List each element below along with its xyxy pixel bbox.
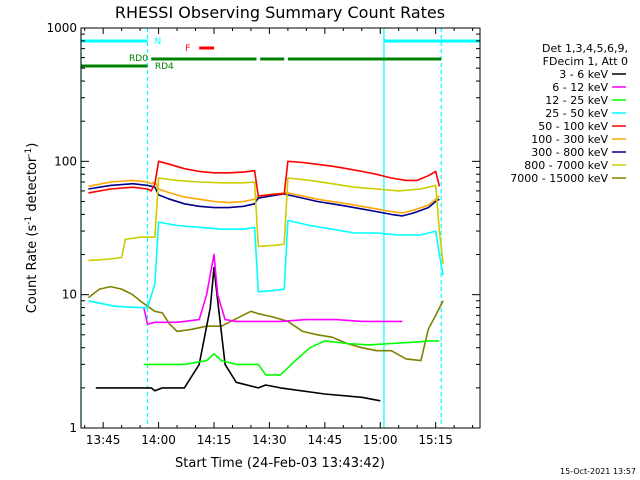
y-axis-label-main: Count Rate (s — [25, 225, 40, 314]
y-axis-label-mid: detector — [25, 156, 40, 216]
legend-label: 100 - 300 keV — [531, 133, 608, 146]
series-line — [87, 285, 444, 362]
flare-label: F — [185, 44, 190, 54]
series-line — [143, 340, 440, 376]
plot-area: N RD0 RD4 F — [80, 28, 480, 428]
y-axis-label-sup2: -1 — [24, 148, 34, 157]
x-tick-label: 14:30 — [252, 433, 287, 447]
y-tick-label: 1 — [69, 421, 77, 435]
x-tick-label: 14:15 — [197, 433, 232, 447]
series-line — [88, 219, 444, 309]
x-axis-label: Start Time (24-Feb-03 13:43:42) — [175, 456, 385, 471]
y-tick-label: 10 — [62, 288, 77, 302]
legend-label: 3 - 6 keV — [559, 68, 608, 81]
x-tick-label: 15:00 — [363, 433, 398, 447]
series-line — [88, 177, 444, 264]
y-axis-ticks: 1 10 100 1000 — [46, 21, 480, 435]
x-tick-label: 13:45 — [86, 433, 121, 447]
observing-markers: N RD0 RD4 F — [80, 28, 480, 428]
footer-timestamp: 15-Oct-2021 13:57 — [560, 467, 636, 476]
legend-label: 300 - 800 keV — [531, 146, 608, 159]
rd4-label: RD4 — [155, 62, 174, 72]
legend-title: FDecim 1, Att 0 — [543, 55, 628, 68]
x-tick-label: 14:45 — [308, 433, 343, 447]
legend-label: 12 - 25 keV — [545, 94, 608, 107]
x-tick-label: 15:15 — [418, 433, 453, 447]
legend-label: 7000 - 15000 keV — [510, 172, 608, 185]
night-label: N — [155, 37, 162, 47]
legend-label: 6 - 12 keV — [552, 81, 608, 94]
y-tick-label: 100 — [54, 154, 77, 168]
x-axis-ticks: 13:45 14:00 14:15 14:30 14:45 15:00 15:15 — [84, 28, 474, 447]
legend-title: Det 1,3,4,5,6,9, — [542, 42, 628, 55]
rd0-label: RD0 — [129, 54, 148, 64]
y-tick-label: 1000 — [46, 21, 77, 35]
plot-frame — [80, 27, 481, 429]
x-tick-label: 14:00 — [141, 433, 176, 447]
series-line — [88, 160, 441, 197]
legend-label: 25 - 50 keV — [545, 107, 608, 120]
legend-label: 800 - 7000 keV — [524, 159, 608, 172]
chart-title: RHESSI Observing Summary Count Rates — [115, 3, 445, 22]
y-axis-label-end: ) — [25, 143, 40, 148]
series-lines — [87, 160, 444, 402]
series-line — [95, 266, 381, 402]
legend: Det 1,3,4,5,6,9,FDecim 1, Att 03 - 6 keV… — [510, 42, 628, 185]
legend-label: 50 - 100 keV — [538, 120, 608, 133]
y-axis-label: Count Rate (s-1 detector-1) — [24, 143, 40, 314]
y-axis-label-sup1: -1 — [24, 216, 34, 225]
series-line — [143, 253, 403, 325]
